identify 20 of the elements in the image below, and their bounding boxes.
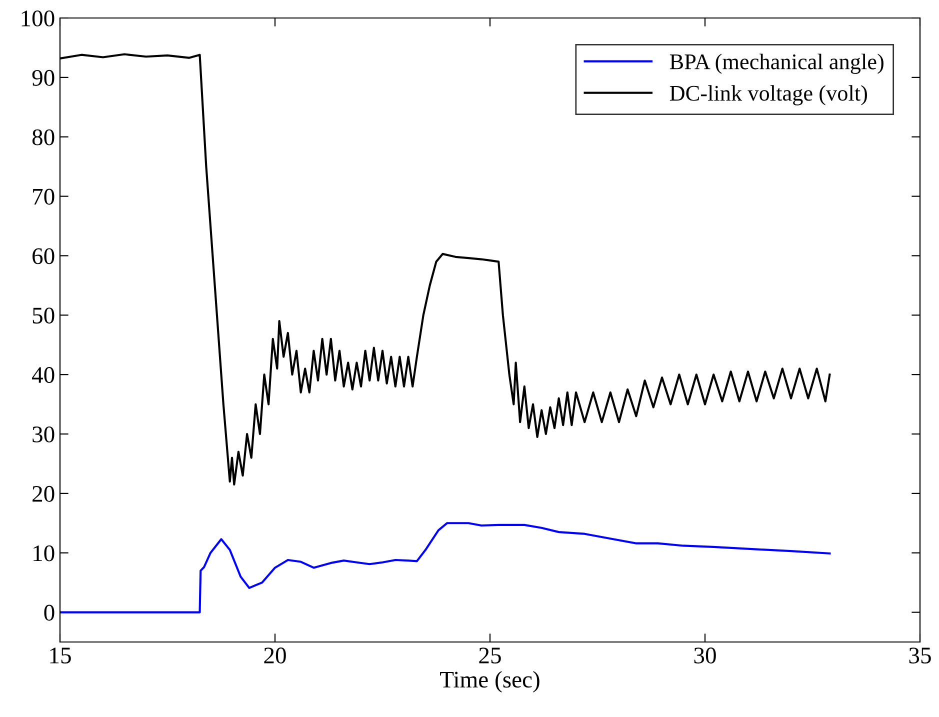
x-axis-title: Time (sec)	[440, 671, 540, 692]
y-tick-label: 100	[22, 10, 54, 26]
y-tick-label: 80	[32, 129, 54, 146]
x-tick-label: 30	[694, 648, 716, 664]
y-tick-label: 30	[32, 426, 54, 442]
x-tick-label: 15	[50, 648, 71, 664]
x-tick-label: 25	[479, 648, 501, 664]
line-series	[60, 522, 831, 614]
y-tick-label: 60	[32, 248, 54, 264]
legend-label: BPA (mechanical angle)	[670, 54, 884, 74]
y-tick-label: 10	[34, 545, 54, 562]
y-tick-label: 70	[33, 188, 54, 205]
y-tick-label: 20	[32, 486, 54, 502]
y-tick-label: 90	[32, 70, 54, 86]
legend-label: DC-link voltage (volt)	[670, 85, 868, 106]
y-tick-label: 40	[32, 367, 54, 383]
y-tick-label: 50	[32, 308, 54, 324]
x-tick-label: 35	[909, 648, 931, 664]
y-tick-label: 0	[44, 604, 54, 621]
x-tick-label: 20	[264, 648, 286, 664]
